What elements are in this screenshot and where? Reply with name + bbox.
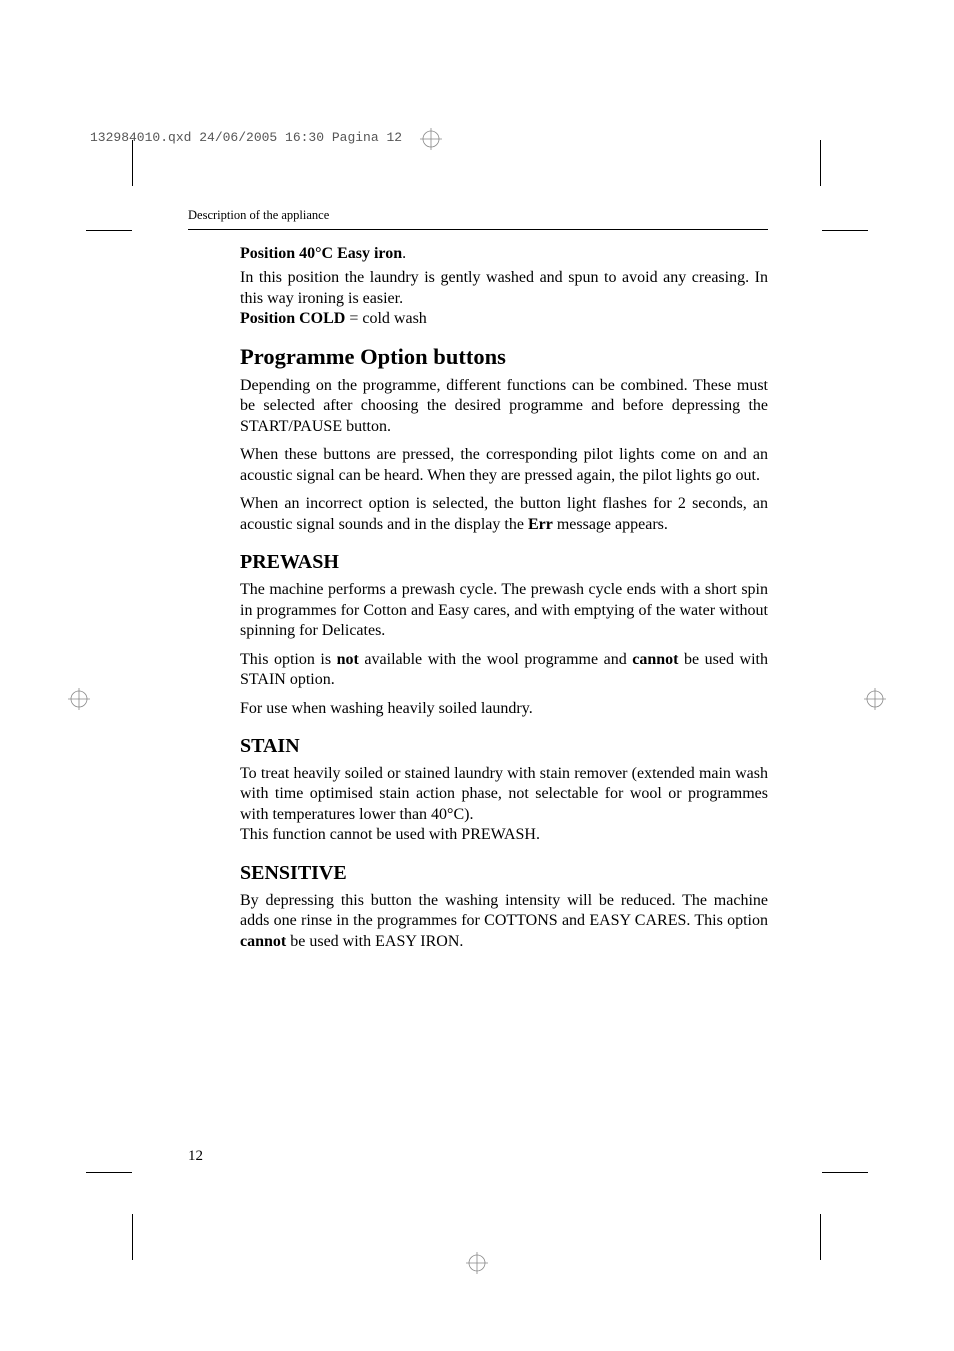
intro-easy-iron-description: In this position the laundry is gently w… [240, 268, 768, 309]
heading-programme-options: Programme Option buttons [240, 344, 768, 370]
running-header: Description of the appliance [188, 208, 768, 230]
heading-sensitive: SENSITIVE [240, 862, 768, 885]
crop-mark-icon [86, 1172, 132, 1173]
stain-p2: This function cannot be used with PREWAS… [240, 825, 768, 845]
print-job-header: 132984010.qxd 24/06/2005 16:30 Pagina 12 [90, 130, 402, 145]
sensitive-p1: By depressing this button the washing in… [240, 891, 768, 952]
programme-options-p3: When an incorrect option is selected, th… [240, 494, 768, 535]
stain-p1: To treat heavily soiled or stained laund… [240, 764, 768, 825]
registration-mark-bottom-icon [466, 1252, 488, 1274]
intro-position-40: Position 40°C Easy iron. [240, 244, 768, 264]
programme-options-p2: When these buttons are pressed, the corr… [240, 445, 768, 486]
crop-mark-icon [86, 230, 132, 231]
registration-mark-top-icon [420, 128, 442, 150]
heading-prewash: PREWASH [240, 551, 768, 574]
crop-mark-icon [822, 1172, 868, 1173]
crop-mark-icon [820, 140, 821, 186]
registration-mark-right-icon [864, 688, 886, 710]
registration-mark-left-icon [68, 688, 90, 710]
programme-options-p1: Depending on the programme, different fu… [240, 376, 768, 437]
heading-stain: STAIN [240, 735, 768, 758]
page-content: Description of the appliance Position 40… [188, 208, 768, 956]
crop-mark-icon [132, 140, 133, 186]
crop-mark-icon [132, 1214, 133, 1260]
prewash-p3: For use when washing heavily soiled laun… [240, 699, 768, 719]
prewash-p1: The machine performs a prewash cycle. Th… [240, 580, 768, 641]
page-number: 12 [188, 1148, 203, 1165]
crop-mark-icon [822, 230, 868, 231]
crop-mark-icon [820, 1214, 821, 1260]
intro-position-cold: Position COLD = cold wash [240, 309, 768, 329]
prewash-p2: This option is not available with the wo… [240, 650, 768, 691]
